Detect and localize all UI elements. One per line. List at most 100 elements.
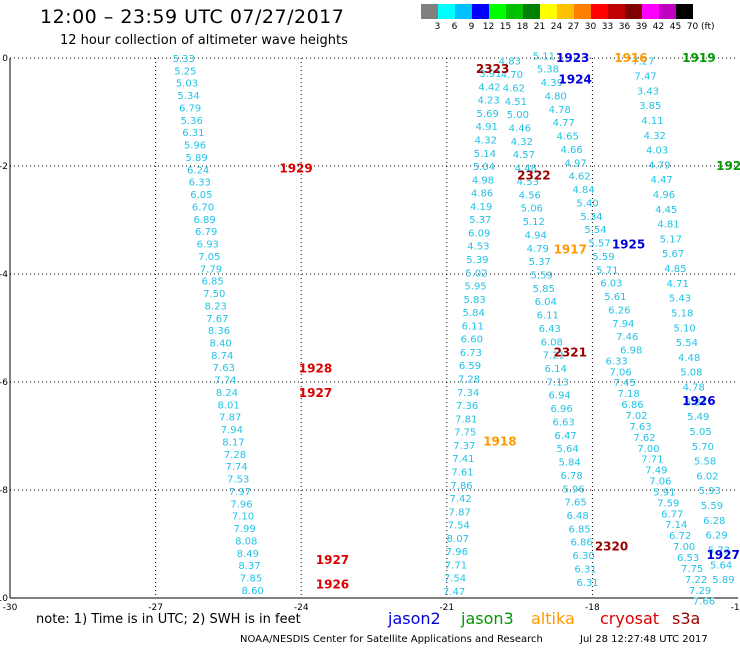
pass-label-jason2: 1924 bbox=[558, 73, 591, 87]
swh-point: 5.14 bbox=[474, 149, 496, 160]
swh-point: 6.31 bbox=[576, 578, 598, 589]
colorbar-swatch bbox=[421, 4, 438, 19]
swh-point: 7.63 bbox=[629, 422, 651, 433]
swh-point: 7.65 bbox=[564, 498, 586, 509]
swh-point: 7.06 bbox=[610, 367, 632, 378]
swh-point: 7.96 bbox=[230, 499, 252, 510]
swh-point: 5.40 bbox=[576, 198, 598, 209]
swh-point: 4.84 bbox=[572, 185, 594, 196]
swh-point: 3.43 bbox=[637, 86, 659, 97]
swh-point: 5.05 bbox=[689, 427, 711, 438]
x-tick-label: -18 bbox=[585, 603, 600, 610]
swh-point: 4.53 bbox=[517, 177, 539, 188]
swh-point: 8.01 bbox=[217, 400, 239, 411]
swh-point: 5.64 bbox=[557, 444, 579, 455]
swh-point: 7.37 bbox=[453, 441, 475, 452]
colorbar-label: 21 bbox=[533, 22, 546, 32]
swh-point: 7.75 bbox=[681, 564, 703, 575]
swh-point: 7.41 bbox=[452, 454, 474, 465]
swh-point: 5.96 bbox=[562, 484, 584, 495]
swh-point: 5.58 bbox=[694, 457, 716, 468]
swh-point: 5.96 bbox=[184, 141, 206, 152]
generated-timestamp: Jul 28 12:27:48 UTC 2017 bbox=[580, 634, 708, 645]
swh-point: 4.48 bbox=[678, 353, 700, 364]
swh-point: 7.71 bbox=[445, 560, 467, 571]
colorbar-label: 27 bbox=[567, 22, 580, 32]
swh-point: 7.50 bbox=[203, 289, 225, 300]
swh-point: 7.53 bbox=[227, 475, 249, 486]
swh-point: 5.49 bbox=[687, 412, 709, 423]
legend-jason2: jason2 bbox=[388, 609, 441, 628]
swh-point: 7.54 bbox=[448, 521, 470, 532]
swh-point: 7.42 bbox=[449, 494, 471, 505]
swh-point: 7.14 bbox=[665, 520, 687, 531]
swh-point: 6.53 bbox=[677, 553, 699, 564]
pass-label-cryosat: 1928 bbox=[299, 362, 332, 376]
swh-point: 5.84 bbox=[463, 308, 485, 319]
swh-point: 7.28 bbox=[458, 375, 480, 386]
swh-point: 6.31 bbox=[574, 564, 596, 575]
y-tick-label: -10 bbox=[0, 594, 8, 604]
swh-point: 6.28 bbox=[703, 516, 725, 527]
swh-point: 4.03 bbox=[646, 146, 668, 157]
swh-point: 4.62 bbox=[503, 83, 525, 94]
swh-point: 7.00 bbox=[673, 542, 695, 553]
swh-point: 7.29 bbox=[689, 586, 711, 597]
swh-point: 4.32 bbox=[644, 131, 666, 142]
colorbar-label: 33 bbox=[601, 22, 614, 32]
swh-point: 7.13 bbox=[547, 377, 569, 388]
colorbar-swatch bbox=[540, 4, 557, 19]
swh-point: 6.33 bbox=[189, 178, 211, 189]
colorbar-swatch bbox=[676, 4, 693, 19]
swh-point: 5.43 bbox=[669, 294, 691, 305]
swh-point: 7.10 bbox=[232, 512, 254, 523]
swh-point: 4.11 bbox=[641, 116, 663, 127]
colorbar-swatch bbox=[438, 4, 455, 19]
colorbar-swatch bbox=[472, 4, 489, 19]
colorbar-swatch bbox=[591, 4, 608, 19]
colorbar-swatch bbox=[659, 4, 676, 19]
swh-point: 5.70 bbox=[692, 442, 714, 453]
swh-point: 6.29 bbox=[705, 531, 727, 542]
swh-point: 8.17 bbox=[222, 437, 244, 448]
swh-point: 7.74 bbox=[214, 376, 236, 387]
swh-point: 5.61 bbox=[604, 292, 626, 303]
swh-point: 7.79 bbox=[200, 264, 222, 275]
swh-point: 6.94 bbox=[549, 391, 571, 402]
swh-point: 6.48 bbox=[566, 511, 588, 522]
swh-point: 3.91 bbox=[479, 69, 501, 80]
swh-point: 4.32 bbox=[475, 136, 497, 147]
swh-point: 6.86 bbox=[621, 400, 643, 411]
swh-point: 5.84 bbox=[558, 458, 580, 469]
swh-point: 4.83 bbox=[499, 57, 521, 68]
swh-point: 4.94 bbox=[525, 230, 547, 241]
swh-point: 6.30 bbox=[572, 551, 594, 562]
swh-point: 6.60 bbox=[461, 335, 483, 346]
swh-point: 8.74 bbox=[211, 351, 233, 362]
swh-point: 4.23 bbox=[477, 96, 499, 107]
swh-point: 8.08 bbox=[235, 536, 257, 547]
swh-point: 5.89 bbox=[185, 153, 207, 164]
swh-point: 4.91 bbox=[476, 122, 498, 133]
swh-point: 5.36 bbox=[181, 116, 203, 127]
swh-point: 7.74 bbox=[226, 462, 248, 473]
swh-point: 6.96 bbox=[551, 404, 573, 415]
footnote: note: 1) Time is in UTC; 2) SWH is in fe… bbox=[36, 612, 301, 627]
swh-point: 4.70 bbox=[501, 70, 523, 81]
swh-point: 5.64 bbox=[710, 560, 732, 571]
swh-point: 4.48 bbox=[515, 164, 537, 175]
swh-point: 6.08 bbox=[541, 337, 563, 348]
swh-point: 4.45 bbox=[655, 205, 677, 216]
swh-point: 4.78 bbox=[549, 105, 571, 116]
swh-point: 4.97 bbox=[565, 158, 587, 169]
legend-altika: altika bbox=[531, 609, 575, 628]
swh-point: 5.00 bbox=[507, 110, 529, 121]
swh-point: 7.75 bbox=[454, 428, 476, 439]
y-tick-label: -2 bbox=[0, 162, 8, 172]
swh-point: 5.34 bbox=[580, 212, 602, 223]
swh-point: 4.79 bbox=[648, 160, 670, 171]
swh-point: 8.37 bbox=[238, 561, 260, 572]
swh-point: 8.49 bbox=[237, 549, 259, 560]
swh-point: 4.57 bbox=[513, 150, 535, 161]
swh-point: 4.80 bbox=[545, 91, 567, 102]
